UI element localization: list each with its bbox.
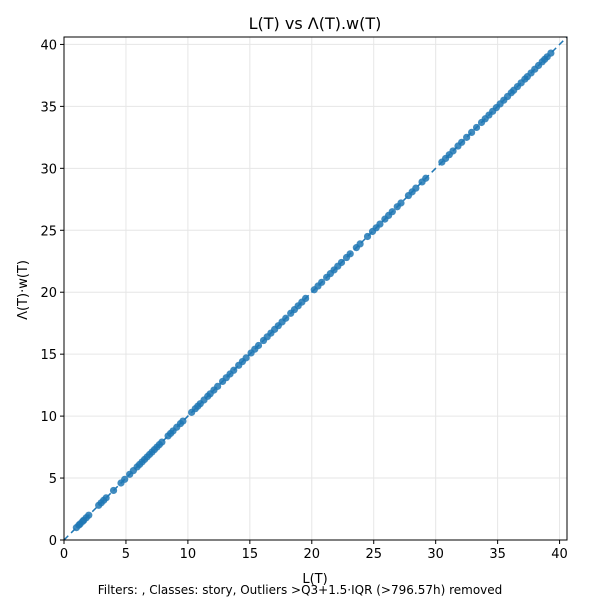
data-point xyxy=(109,486,118,495)
data-point xyxy=(121,475,129,483)
x-axis-label: L(T) xyxy=(302,572,327,587)
data-point xyxy=(356,240,364,248)
data-point xyxy=(179,417,187,425)
data-point xyxy=(282,314,290,322)
y-tick-label: 30 xyxy=(40,162,57,177)
y-axis-label: Λ(T)·w(T) xyxy=(16,260,31,320)
x-tick-label: 5 xyxy=(122,547,130,562)
data-point xyxy=(230,366,238,374)
data-point xyxy=(397,199,405,207)
chart-title: L(T) vs Λ(T).w(T) xyxy=(249,14,382,33)
data-point xyxy=(463,133,471,141)
data-point xyxy=(449,147,457,155)
data-point xyxy=(363,232,372,241)
data-point xyxy=(254,341,263,350)
data-point xyxy=(158,438,166,446)
y-tick-label: 15 xyxy=(40,348,57,363)
y-tick-label: 10 xyxy=(40,410,57,425)
plot-frame xyxy=(63,36,568,541)
data-point xyxy=(102,494,110,502)
data-point xyxy=(214,382,222,390)
x-tick-label: 30 xyxy=(427,547,444,562)
x-tick-label: 15 xyxy=(242,547,259,562)
x-axis-ticks: 0 5 10 15 20 25 30 35 40 xyxy=(60,540,568,562)
data-point xyxy=(301,294,310,303)
data-point xyxy=(242,354,250,362)
x-tick-label: 40 xyxy=(551,547,568,562)
data-point xyxy=(318,278,326,286)
data-point xyxy=(388,208,396,216)
y-axis-ticks: 0 5 10 15 20 25 30 35 40 xyxy=(40,38,64,549)
data-point xyxy=(85,511,93,519)
y-tick-label: 0 xyxy=(49,534,57,549)
data-point xyxy=(458,138,466,146)
data-point xyxy=(422,174,430,182)
y-tick-label: 40 xyxy=(40,38,57,53)
data-points xyxy=(72,49,555,532)
data-point xyxy=(547,49,555,57)
x-tick-label: 25 xyxy=(365,547,382,562)
data-point xyxy=(472,123,481,132)
y-tick-label: 20 xyxy=(40,286,57,301)
data-point xyxy=(337,258,346,267)
y-tick-label: 35 xyxy=(40,100,57,115)
y-tick-label: 25 xyxy=(40,224,57,239)
y-tick-label: 5 xyxy=(49,472,57,487)
data-point xyxy=(346,250,354,258)
x-tick-label: 35 xyxy=(489,547,506,562)
x-tick-label: 0 xyxy=(60,547,68,562)
filter-footnote: Filters: , Classes: story, Outliers >Q3+… xyxy=(98,583,503,597)
x-tick-label: 10 xyxy=(180,547,197,562)
data-point xyxy=(468,128,476,136)
data-point xyxy=(412,184,420,192)
data-point xyxy=(376,220,384,228)
x-tick-label: 20 xyxy=(304,547,321,562)
